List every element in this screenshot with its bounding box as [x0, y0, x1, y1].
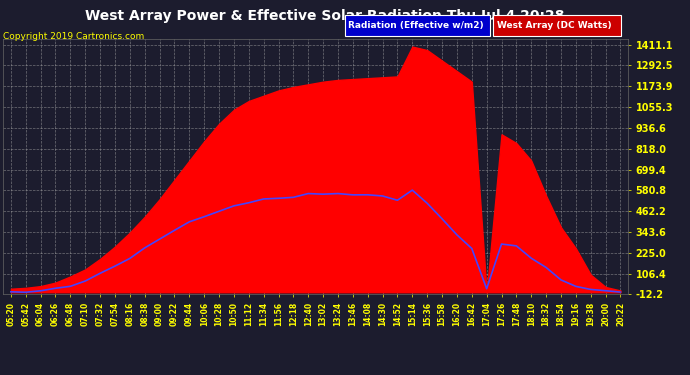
Text: Radiation (Effective w/m2): Radiation (Effective w/m2)	[348, 21, 484, 30]
Text: Copyright 2019 Cartronics.com: Copyright 2019 Cartronics.com	[3, 32, 145, 41]
Text: West Array (DC Watts): West Array (DC Watts)	[497, 21, 611, 30]
Text: West Array Power & Effective Solar Radiation Thu Jul 4 20:28: West Array Power & Effective Solar Radia…	[85, 9, 564, 23]
